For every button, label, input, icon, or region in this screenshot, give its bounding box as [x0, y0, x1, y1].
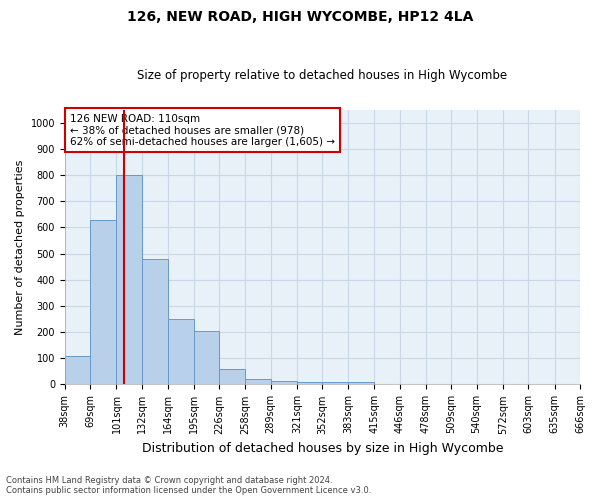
- Title: Size of property relative to detached houses in High Wycombe: Size of property relative to detached ho…: [137, 69, 508, 82]
- Y-axis label: Number of detached properties: Number of detached properties: [15, 160, 25, 334]
- Bar: [65, 356, 90, 384]
- Bar: [245, 378, 271, 384]
- Bar: [194, 331, 219, 384]
- Bar: [168, 319, 194, 384]
- Text: 126, NEW ROAD, HIGH WYCOMBE, HP12 4LA: 126, NEW ROAD, HIGH WYCOMBE, HP12 4LA: [127, 10, 473, 24]
- Bar: [297, 382, 322, 384]
- Bar: [142, 259, 168, 384]
- Bar: [90, 220, 116, 384]
- Bar: [116, 175, 142, 384]
- Bar: [219, 368, 245, 384]
- Text: Contains HM Land Registry data © Crown copyright and database right 2024.
Contai: Contains HM Land Registry data © Crown c…: [6, 476, 371, 495]
- X-axis label: Distribution of detached houses by size in High Wycombe: Distribution of detached houses by size …: [142, 442, 503, 455]
- Bar: [271, 380, 297, 384]
- Text: 126 NEW ROAD: 110sqm
← 38% of detached houses are smaller (978)
62% of semi-deta: 126 NEW ROAD: 110sqm ← 38% of detached h…: [70, 114, 335, 147]
- Bar: [322, 382, 348, 384]
- Bar: [348, 382, 374, 384]
